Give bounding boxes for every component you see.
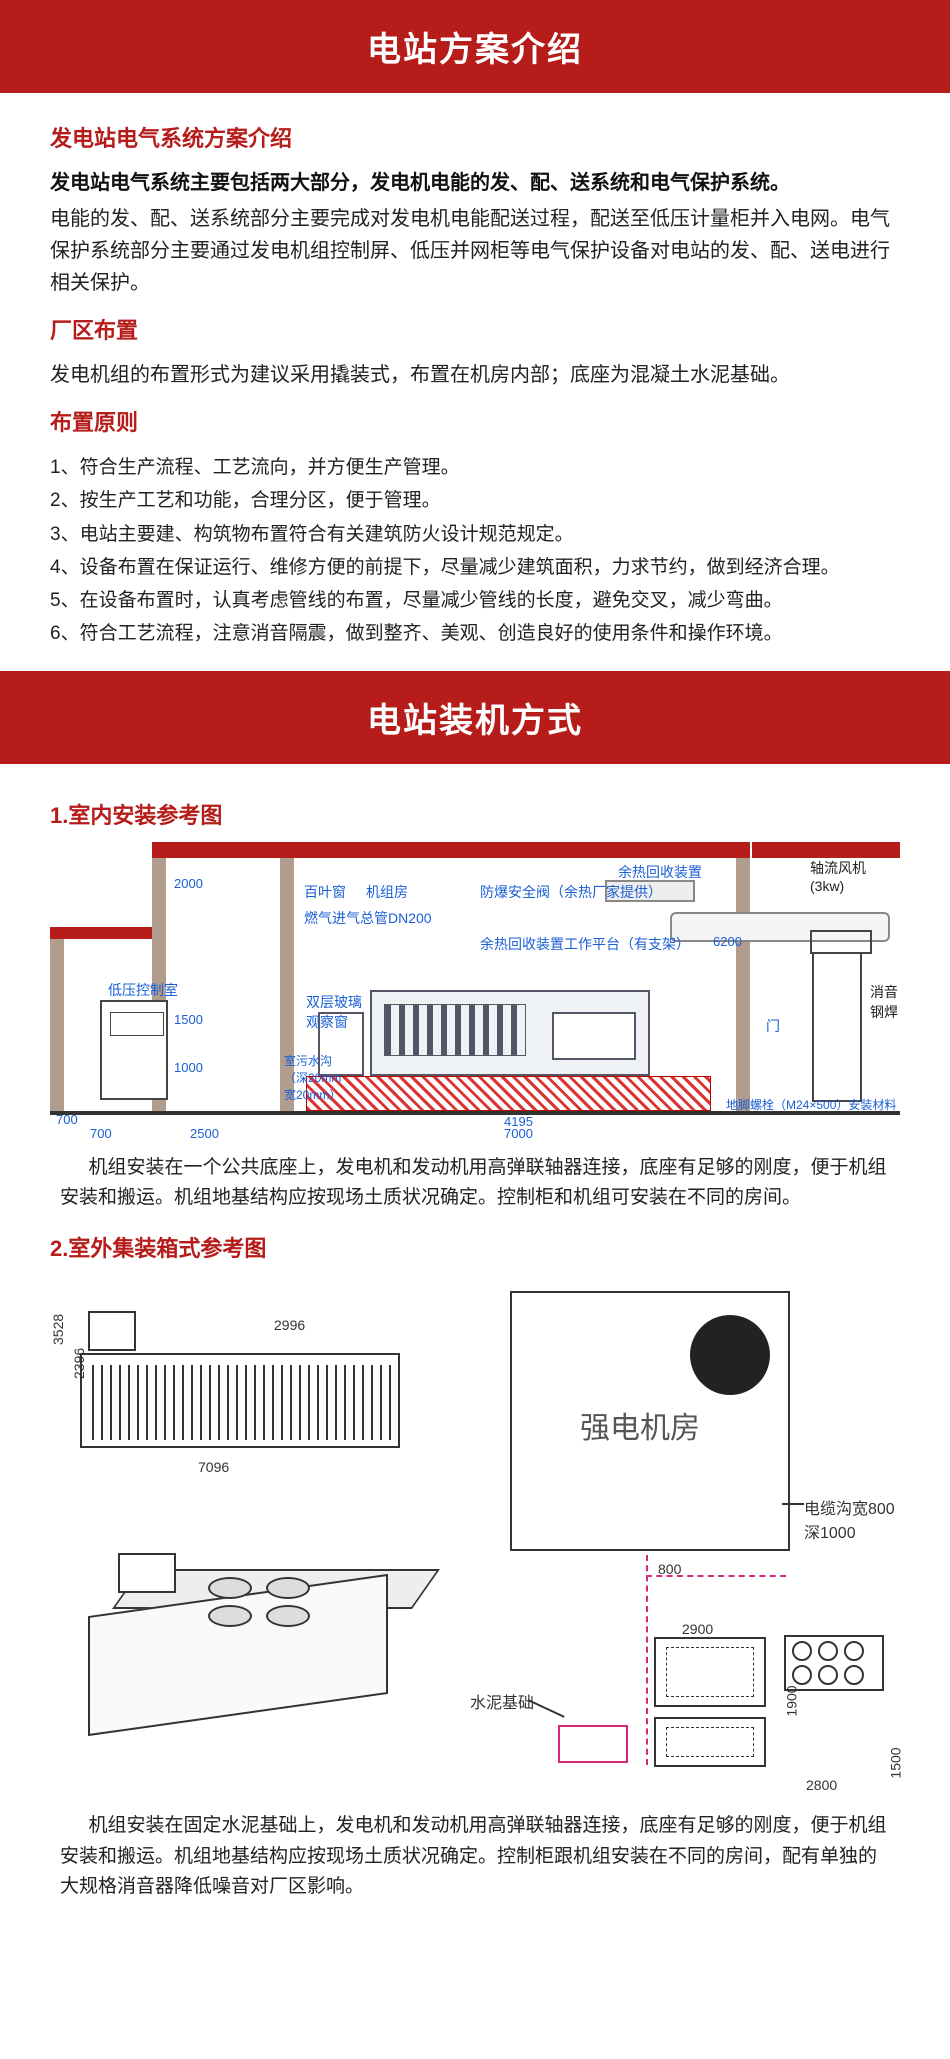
label-cable-trench: 电缆沟宽800深1000 [804, 1495, 900, 1543]
principles-list: 1、符合生产流程、工艺流向，并方便生产管理。 2、按生产工艺和功能，合理分区，便… [50, 451, 900, 651]
label-electrical-room: 强电机房 [580, 1403, 700, 1447]
dim-2396: 2396 [71, 1348, 87, 1379]
roof-segment [152, 842, 750, 858]
label-machine-room: 机组房 [366, 882, 408, 902]
container-body-side [80, 1353, 400, 1448]
generator-unit [370, 990, 650, 1076]
cable-trench-v [646, 1555, 650, 1765]
label-lowvolt-room: 低压控制室 [108, 980, 178, 1000]
container-side-view: 3528 2396 7096 2996 [58, 1305, 438, 1465]
dim-2900: 2900 [682, 1621, 713, 1637]
control-box [118, 1553, 176, 1593]
plan-unit-1 [654, 1637, 766, 1707]
caption-text: 机组安装在固定水泥基础上，发电机和发动机用高弹联轴器连接，底座有足够的刚度，便于… [60, 1811, 890, 1902]
heading-principles: 布置原则 [50, 405, 900, 437]
dim-800: 800 [658, 1561, 681, 1577]
dim-2000: 2000 [174, 876, 203, 891]
indoor-caption: 机组安装在一个公共底座上，发电机和发动机用高弹联轴器连接，底座有足够的刚度，便于… [50, 1153, 900, 1214]
exhaust-stack [88, 1311, 136, 1351]
dim-1000: 1000 [174, 1060, 203, 1075]
label-gas-intake: 燃气进气总管DN200 [304, 908, 432, 928]
plan-unit-2 [654, 1717, 766, 1767]
principle-item: 5、在设备布置时，认真考虑管线的布置，尽量减少管线的长度，避免交叉，减少弯曲。 [50, 584, 900, 617]
label-valve: 防爆安全阀（余热厂家提供） [480, 882, 662, 902]
section-2-content: 1.室内安装参考图 低压控制室 百叶窗 机组房 燃气进气总管DN200 双层玻璃… [0, 764, 950, 1941]
label-window: 双层玻璃 观察窗 [306, 992, 362, 1032]
foundation-pad [306, 1076, 711, 1111]
dim-7000: 7000 [504, 1126, 533, 1141]
layout-body: 发电机组的布置形式为建议采用撬装式，布置在机房内部；底座为混凝土水泥基础。 [50, 359, 900, 391]
label-platform: 余热回收装置工作平台（有支架） [480, 934, 690, 954]
roof-segment [50, 927, 160, 939]
banner-title-1: 电站方案介绍 [0, 0, 950, 93]
dim-1500: 1500 [888, 1748, 904, 1779]
label-recovery: 余热回收装置 [618, 862, 702, 882]
heading-indoor-install: 1.室内安装参考图 [50, 798, 900, 830]
roof-segment [752, 842, 900, 858]
concrete-foundation [558, 1725, 628, 1763]
pillar [736, 858, 750, 1111]
label-louver: 百叶窗 [304, 882, 346, 902]
electrical-bold-intro: 发电站电气系统主要包括两大部分，发电机电能的发、配、送系统和电气保护系统。 [50, 167, 900, 199]
principle-item: 2、按生产工艺和功能，合理分区，便于管理。 [50, 484, 900, 517]
dim-2996: 2996 [274, 1317, 305, 1333]
silencer-tower [812, 952, 862, 1102]
label-drain: 室污水沟 （深20mm 宽20mm） [284, 1052, 341, 1103]
dim-1500: 1500 [174, 1012, 203, 1027]
dim-7096: 7096 [198, 1459, 229, 1475]
principle-item: 6、符合工艺流程，注意消音隔震，做到整齐、美观、创造良好的使用条件和操作环境。 [50, 617, 900, 650]
outdoor-caption: 机组安装在固定水泥基础上，发电机和发动机用高弹联轴器连接，底座有足够的刚度，便于… [50, 1811, 900, 1902]
label-axial-fan: 轴流风机(3kw) [810, 858, 900, 894]
outdoor-install-diagram: 3528 2396 7096 2996 强电机房 电缆沟宽800深1000 水泥… [50, 1275, 900, 1795]
heading-outdoor-install: 2.室外集装箱式参考图 [50, 1231, 900, 1263]
heading-layout: 厂区布置 [50, 313, 900, 345]
dim-1900: 1900 [784, 1686, 800, 1717]
dim-3528: 3528 [50, 1314, 66, 1345]
dim-2800: 2800 [806, 1777, 837, 1793]
pillar [50, 939, 64, 1111]
label-door: 门 [766, 1016, 780, 1036]
indoor-install-diagram: 低压控制室 百叶窗 机组房 燃气进气总管DN200 双层玻璃 观察窗 防爆安全阀… [50, 842, 900, 1137]
principle-item: 3、电站主要建、构筑物布置符合有关建筑防火设计规范规定。 [50, 518, 900, 551]
principle-item: 4、设备布置在保证运行、维修方便的前提下，尽量减少建筑面积，力求节约，做到经济合… [50, 551, 900, 584]
lowvolt-cabinet [100, 1000, 168, 1100]
label-silencer: 消音 钢焊 [870, 982, 898, 1022]
heading-electrical-system: 发电站电气系统方案介绍 [50, 121, 900, 153]
electrical-body: 电能的发、配、送系统部分主要完成对发电机电能配送过程，配送至低压计量柜并入电网。… [50, 203, 900, 299]
dim-700b: 700 [90, 1126, 112, 1141]
dim-6200: 6200 [713, 934, 742, 949]
label-anchor-bolt: 地脚螺栓（M24×500）安装材料 [726, 1096, 896, 1113]
dim-2500: 2500 [190, 1126, 219, 1141]
caption-text: 机组安装在一个公共底座上，发电机和发动机用高弹联轴器连接，底座有足够的刚度，便于… [60, 1153, 890, 1214]
section-1-content: 发电站电气系统方案介绍 发电站电气系统主要包括两大部分，发电机电能的发、配、送系… [0, 93, 950, 671]
principle-item: 1、符合生产流程、工艺流向，并方便生产管理。 [50, 451, 900, 484]
plan-circle-marker [690, 1315, 770, 1395]
dim-700: 700 [56, 1112, 78, 1127]
container-isometric-view [58, 1535, 438, 1755]
banner-title-2: 电站装机方式 [0, 671, 950, 764]
leader-line [782, 1503, 804, 1505]
label-foundation: 水泥基础 [470, 1689, 534, 1713]
